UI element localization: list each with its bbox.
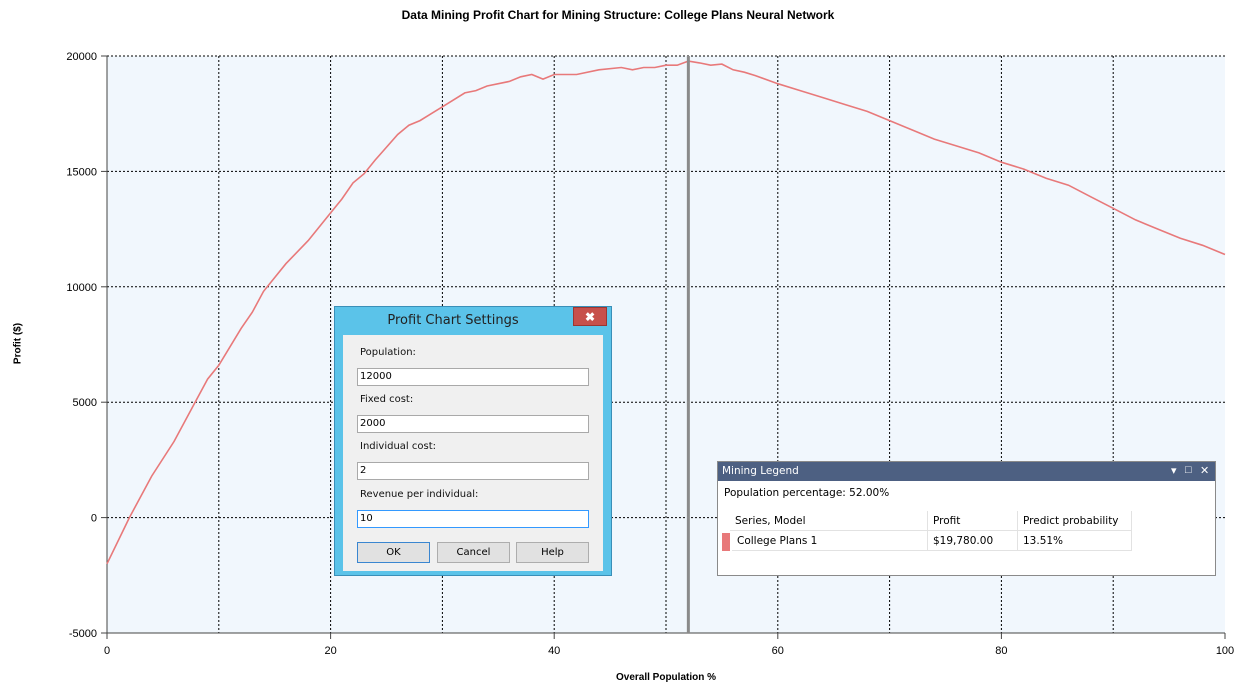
fixed-cost-label: Fixed cost: [360, 394, 414, 405]
y-tick-label: 10000 [66, 282, 97, 294]
help-button[interactable]: Help [516, 542, 589, 563]
legend-header: Mining Legend ▾ □ ✕ [718, 462, 1215, 481]
dialog-title: Profit Chart Settings [387, 313, 519, 328]
x-tick-label: 80 [995, 645, 1007, 657]
x-tick-label: 100 [1216, 645, 1234, 657]
column-header-profit[interactable]: Profit [928, 511, 1018, 531]
dialog-close-button[interactable]: ✖ [573, 307, 607, 326]
restore-window-icon[interactable]: □ [1185, 464, 1192, 476]
population-label: Population: [360, 347, 416, 358]
legend-probability-value: 13.51% [1018, 531, 1132, 551]
y-axis-label: Profit ($) [12, 322, 24, 365]
revenue-per-individual-input[interactable]: 10 [357, 510, 589, 528]
y-tick-label: 5000 [73, 397, 97, 409]
legend-title: Mining Legend [722, 465, 799, 477]
legend-profit-value: $19,780.00 [928, 531, 1018, 551]
legend-close-icon[interactable]: ✕ [1200, 465, 1210, 477]
y-tick-label: 0 [91, 513, 97, 525]
x-tick-label: 40 [548, 645, 560, 657]
axis-ticks: -5000 0 5000 10000 15000 20000 0 20 40 60 80 100 [66, 51, 1234, 657]
dialog-body: Population: 12000 Fixed cost: 2000 Indiv… [343, 335, 603, 571]
y-tick-label: 15000 [66, 166, 97, 178]
legend-series-name[interactable]: College Plans 1 [732, 531, 928, 551]
profit-chart-settings-dialog: Profit Chart Settings ✖ Population: 1200… [334, 306, 612, 576]
ok-button[interactable]: OK [357, 542, 430, 563]
revenue-per-individual-label: Revenue per individual: [360, 489, 479, 500]
population-input[interactable]: 12000 [357, 368, 589, 386]
x-axis-label: Overall Population % [615, 672, 717, 683]
individual-cost-input[interactable]: 2 [357, 462, 589, 480]
y-tick-label: -5000 [69, 628, 97, 640]
fixed-cost-input[interactable]: 2000 [357, 415, 589, 433]
series-color-swatch [722, 533, 730, 551]
column-header-probability[interactable]: Predict probability [1018, 511, 1132, 531]
population-percentage: Population percentage: 52.00% [724, 487, 890, 499]
x-tick-label: 0 [104, 645, 110, 657]
x-tick-label: 60 [772, 645, 784, 657]
chart-title: Data Mining Profit Chart for Mining Stru… [401, 8, 835, 22]
pin-dropdown-icon[interactable]: ▾ [1171, 465, 1177, 477]
series-layer [106, 60, 1226, 565]
x-tick-label: 20 [324, 645, 336, 657]
individual-cost-label: Individual cost: [360, 441, 436, 452]
column-header-series[interactable]: Series, Model [730, 511, 928, 531]
y-tick-label: 20000 [66, 51, 97, 63]
cancel-button[interactable]: Cancel [437, 542, 510, 563]
series-line-college-plans-1 [106, 60, 1226, 565]
mining-legend-panel: Mining Legend ▾ □ ✕ Population percentag… [717, 461, 1216, 576]
